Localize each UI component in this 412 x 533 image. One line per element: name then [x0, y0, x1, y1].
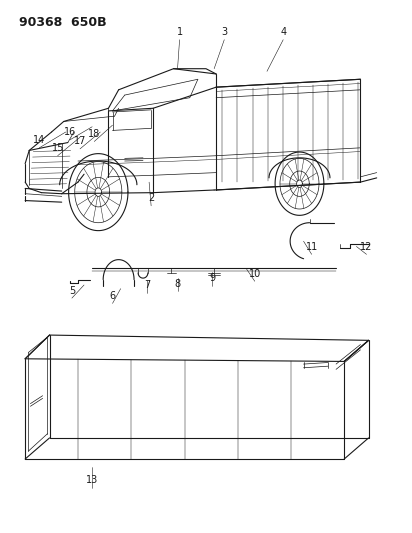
- Text: 12: 12: [360, 242, 373, 252]
- Text: 13: 13: [86, 475, 98, 486]
- Text: 17: 17: [74, 136, 86, 146]
- Text: 1: 1: [176, 27, 183, 37]
- Text: 7: 7: [144, 280, 150, 290]
- Text: 4: 4: [280, 27, 286, 37]
- Text: 11: 11: [306, 242, 318, 252]
- Text: 10: 10: [249, 269, 261, 279]
- Text: 15: 15: [52, 143, 64, 153]
- Text: 2: 2: [148, 193, 154, 203]
- Text: 90368  650B: 90368 650B: [19, 16, 107, 29]
- Text: 8: 8: [175, 279, 180, 289]
- Text: 5: 5: [69, 286, 75, 295]
- Text: 14: 14: [33, 135, 45, 145]
- Text: 9: 9: [209, 273, 215, 284]
- Text: 3: 3: [221, 27, 227, 37]
- Text: 16: 16: [64, 127, 76, 138]
- Text: 18: 18: [88, 129, 101, 139]
- Text: 6: 6: [110, 291, 116, 301]
